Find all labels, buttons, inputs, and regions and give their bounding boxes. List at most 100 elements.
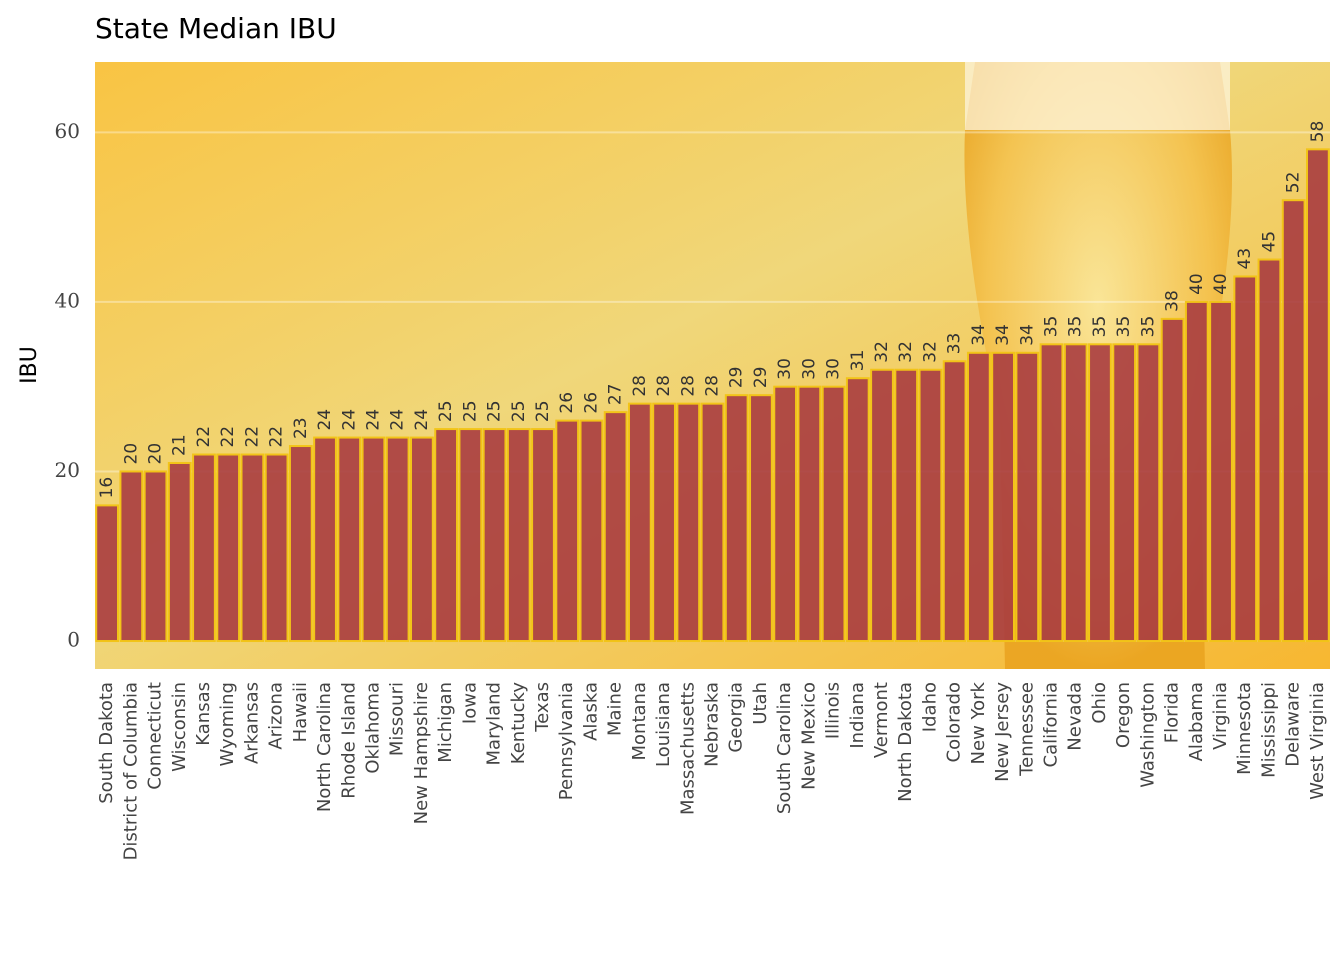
x-tick-label: Michigan [435, 682, 456, 763]
value-label: 24 [315, 409, 335, 431]
bar [240, 453, 265, 643]
bar [627, 402, 652, 643]
value-label: 26 [581, 392, 601, 414]
bar [555, 419, 580, 643]
bar [942, 360, 967, 643]
y-tick-label: 0 [67, 628, 80, 652]
bar [845, 377, 870, 643]
value-label: 40 [1211, 273, 1231, 295]
value-label: 25 [485, 400, 505, 422]
x-tick-label: Oklahoma [362, 682, 383, 774]
y-tick-label: 20 [55, 458, 80, 482]
x-tick-label: South Carolina [774, 682, 795, 814]
value-label: 35 [1042, 316, 1062, 338]
chart-title: State Median IBU [95, 12, 337, 45]
bar [1015, 351, 1040, 643]
x-tick-label: Idaho [919, 682, 940, 732]
x-tick-label: Nebraska [702, 682, 723, 767]
x-tick-label: Wisconsin [169, 682, 190, 772]
bar [1257, 258, 1282, 643]
value-label: 20 [121, 443, 141, 465]
x-tick-label: Connecticut [145, 682, 166, 790]
value-label: 20 [146, 443, 166, 465]
bar [579, 419, 604, 643]
bar [385, 436, 410, 643]
x-tick-label: Illinois [823, 682, 844, 739]
bar [773, 385, 798, 643]
x-tick-label: Rhode Island [338, 682, 359, 799]
bar [1233, 275, 1258, 643]
value-label: 25 [533, 400, 553, 422]
value-label: 34 [993, 324, 1013, 346]
x-tick-label: New Mexico [798, 682, 819, 790]
x-tick-label: Indiana [847, 682, 868, 749]
value-label: 24 [412, 409, 432, 431]
x-tick-label: Maryland [484, 682, 505, 765]
value-label: 32 [872, 341, 892, 363]
x-tick-label: Pennsylvania [556, 682, 577, 800]
value-label: 29 [727, 367, 747, 389]
value-label: 32 [920, 341, 940, 363]
bar [1088, 343, 1112, 643]
bar [870, 368, 894, 643]
bar [95, 504, 120, 643]
bar [700, 402, 725, 643]
y-axis-label: IBU [17, 346, 42, 384]
value-label: 35 [1114, 316, 1134, 338]
x-tick-label: Missouri [387, 682, 408, 756]
bar [119, 470, 144, 643]
value-label: 35 [1090, 316, 1110, 338]
bar [410, 436, 434, 643]
x-tick-label: Delaware [1283, 682, 1304, 767]
x-tick-label: Hawaii [290, 682, 311, 742]
x-tick-label: Georgia [726, 682, 747, 753]
x-tick-label: Tennessee [1016, 682, 1037, 777]
bar [506, 428, 531, 643]
value-label: 40 [1187, 273, 1207, 295]
bar [1160, 317, 1185, 643]
value-label: 35 [1066, 316, 1086, 338]
value-label: 21 [170, 434, 190, 456]
bar [749, 394, 773, 643]
x-tick-label: Kansas [193, 682, 214, 746]
bar [192, 453, 216, 643]
value-label: 30 [824, 358, 844, 380]
x-tick-label: New Hampshire [411, 682, 432, 824]
bar [676, 402, 701, 643]
bar [1112, 343, 1137, 643]
value-label: 22 [267, 426, 287, 448]
value-label: 27 [606, 383, 626, 405]
value-label: 31 [848, 350, 868, 372]
x-tick-label: District of Columbia [120, 682, 141, 860]
bar [337, 436, 362, 643]
x-tick-label: North Dakota [895, 682, 916, 802]
x-tick-label: Virginia [1210, 682, 1231, 750]
x-tick-label: Utah [750, 682, 771, 725]
bar [918, 368, 943, 643]
value-label: 34 [1017, 324, 1037, 346]
value-label: 23 [291, 417, 311, 439]
x-tick-label: California [1041, 682, 1062, 767]
beer-foam [965, 62, 1230, 130]
bar [216, 453, 241, 643]
x-tick-label: Texas [532, 682, 553, 733]
bar [1184, 300, 1209, 643]
value-label: 32 [896, 341, 916, 363]
x-tick-label: Arizona [266, 682, 287, 750]
value-label: 26 [557, 392, 577, 414]
bar [1063, 343, 1088, 643]
value-label: 43 [1235, 248, 1255, 270]
x-tick-label: Alaska [580, 682, 601, 741]
x-tick-label: Kentucky [508, 682, 529, 765]
value-label: 24 [339, 409, 359, 431]
x-tick-label: Mississippi [1258, 682, 1279, 778]
bar [991, 351, 1015, 643]
x-tick-label: Colorado [944, 682, 965, 762]
value-label: 45 [1259, 231, 1279, 253]
bar [288, 445, 313, 643]
x-tick-label: Florida [1162, 682, 1183, 743]
bar [603, 411, 628, 643]
bar [724, 394, 749, 643]
bar [1209, 300, 1233, 643]
